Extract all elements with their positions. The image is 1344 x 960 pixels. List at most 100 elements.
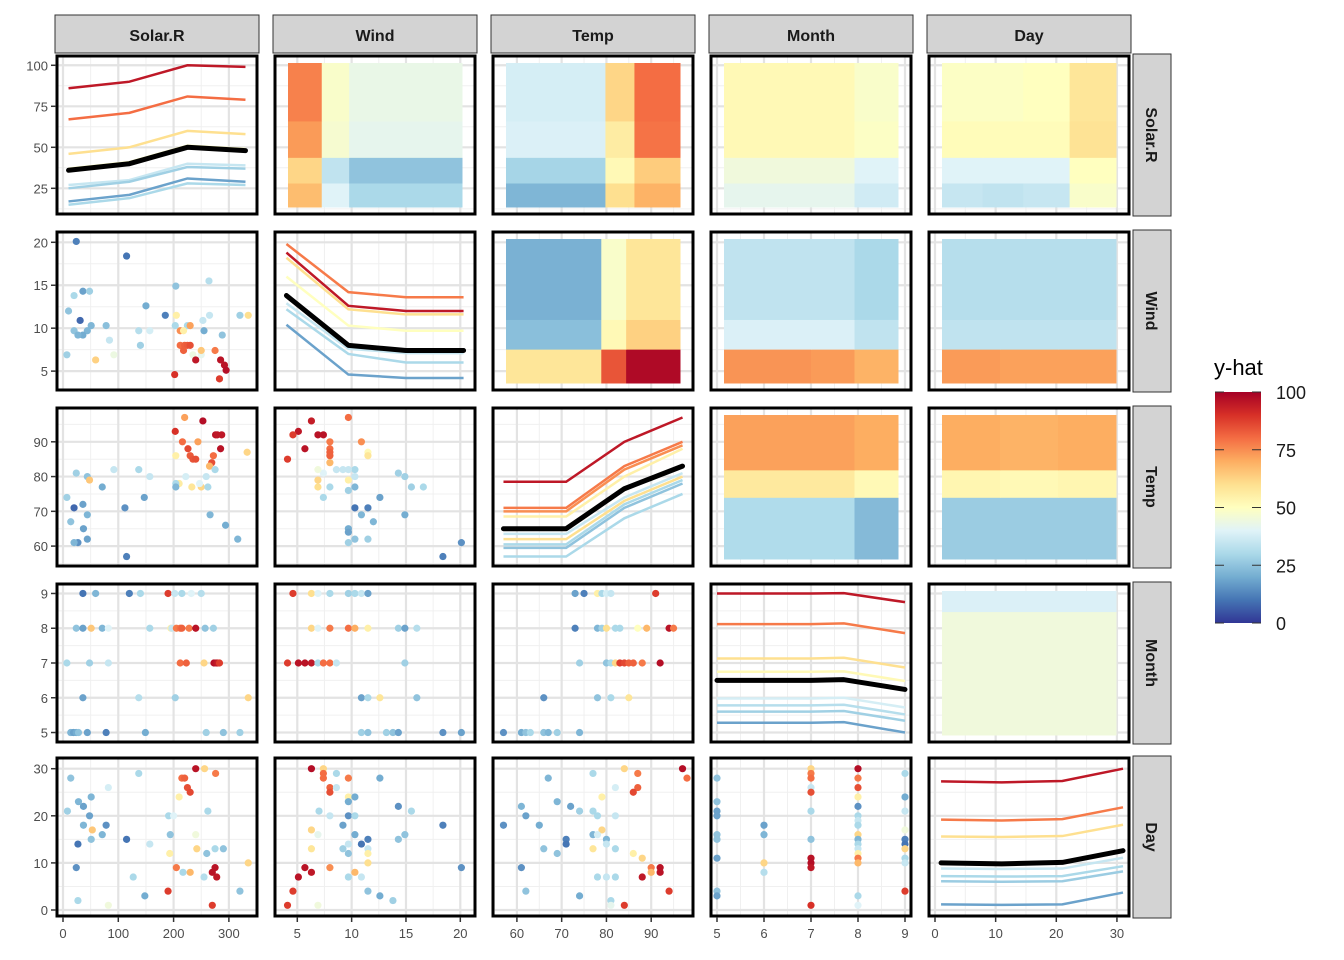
scatter-point	[200, 873, 208, 881]
heatmap-cell	[1069, 157, 1117, 184]
scatter-point	[364, 504, 372, 512]
pdp-line	[938, 848, 1126, 867]
panel-border	[55, 406, 259, 568]
heatmap-cell	[942, 497, 1001, 560]
scatter-point	[289, 431, 297, 439]
ice-line	[285, 275, 464, 333]
scatter-point	[332, 769, 341, 778]
scatter-point	[98, 624, 106, 632]
x-tick-label: 5	[294, 926, 301, 941]
heatmap-cell	[1058, 591, 1117, 613]
scatter-point	[76, 316, 84, 325]
scatter-point	[72, 864, 80, 872]
scatter-point	[854, 821, 862, 829]
ice-line	[68, 165, 246, 190]
scatter-point	[105, 336, 114, 344]
heatmap-cell	[1058, 611, 1117, 736]
scatter-point	[357, 511, 366, 519]
scatter-point	[294, 427, 302, 435]
panel-wind-vs-month	[709, 230, 913, 392]
y-tick-label: 10	[34, 856, 48, 871]
ice-line	[717, 720, 906, 734]
scatter-point	[344, 873, 352, 881]
scatter-point	[351, 624, 359, 632]
ice-line	[68, 162, 246, 187]
panel-border	[55, 54, 259, 216]
scatter-point	[85, 659, 94, 667]
scatter-point	[544, 774, 552, 782]
heatmap-cell	[1023, 63, 1071, 122]
heatmap-cell	[942, 415, 1001, 471]
scatter-point	[544, 728, 552, 737]
ice-line	[68, 95, 246, 121]
heatmap-cell	[1069, 183, 1117, 208]
heatmap-cell	[288, 157, 323, 184]
scatter-point	[351, 483, 359, 491]
scatter-point	[205, 311, 214, 319]
scatter-point	[517, 864, 525, 872]
scatter-point	[185, 624, 193, 632]
heatmap-cell	[605, 157, 635, 184]
heatmap-cell	[854, 63, 899, 122]
scatter-point	[665, 887, 673, 895]
scatter-point	[204, 807, 212, 815]
heatmap-cell	[634, 157, 681, 184]
legend-tick-label: 100	[1276, 383, 1306, 403]
scatter-point	[79, 821, 88, 829]
legend-tick-label: 25	[1276, 556, 1296, 576]
heatmap-cell	[506, 349, 602, 384]
y-tick-label: 75	[34, 99, 48, 114]
scatter-point	[171, 589, 179, 598]
scatter-point	[307, 589, 316, 598]
ice-line	[503, 492, 684, 558]
x-tick-label: 20	[1049, 926, 1063, 941]
scatter-point	[63, 351, 71, 359]
scatter-point	[307, 845, 316, 853]
heatmap-cell	[942, 183, 984, 208]
scatter-point	[713, 854, 721, 862]
scatter-point	[79, 694, 87, 702]
scatter-point	[540, 694, 548, 702]
scatter-point	[243, 448, 251, 456]
scatter-point	[326, 459, 334, 467]
x-tick-label: 9	[901, 926, 908, 941]
scatter-point	[807, 788, 815, 796]
panel-border	[491, 230, 695, 392]
scatter-point	[87, 624, 95, 632]
heatmap-cell	[634, 120, 681, 158]
x-tick-label: 5	[713, 926, 720, 941]
panel-background	[275, 758, 475, 916]
scatter-point	[571, 589, 579, 598]
scatter-point	[64, 307, 73, 315]
heatmap-cell	[724, 63, 855, 122]
ice-line	[941, 767, 1124, 784]
scatter-point	[294, 873, 302, 881]
panel-wind-vs-temp	[491, 230, 695, 392]
scatter-point	[319, 493, 327, 502]
x-tick-label: 10	[988, 926, 1002, 941]
x-tick-label: 0	[931, 926, 938, 941]
heatmap-cell	[854, 183, 899, 208]
pdp-line	[500, 463, 686, 532]
scatter-point	[351, 793, 359, 801]
scatter-point	[208, 901, 216, 909]
scatter-point	[197, 346, 205, 355]
heatmap-cell	[626, 239, 681, 320]
scatter-point	[589, 769, 597, 778]
scatter-point	[401, 831, 409, 839]
x-tick-label: 300	[218, 926, 240, 941]
heatmap-cell	[506, 120, 606, 158]
ice-line	[717, 696, 906, 709]
scatter-point	[79, 500, 87, 508]
strip-day	[926, 14, 1132, 54]
scatter-point	[307, 417, 316, 425]
ice-line	[285, 308, 464, 364]
heatmap-cell	[854, 239, 899, 320]
panel-border	[491, 582, 695, 744]
scatter-point	[901, 807, 909, 815]
heatmap-cell	[1000, 591, 1059, 613]
panel-border	[927, 582, 1131, 744]
scatter-point	[184, 445, 192, 453]
ice-line	[941, 864, 1124, 878]
pdp-line	[714, 677, 908, 692]
